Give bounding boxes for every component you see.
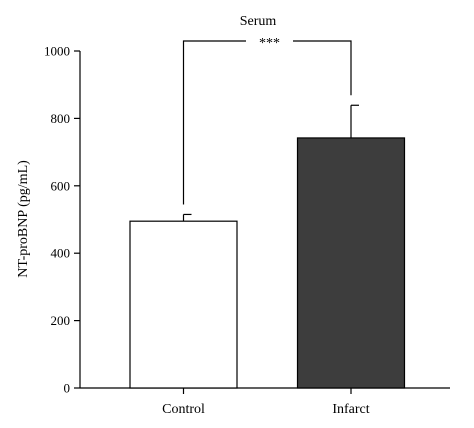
- y-tick-label: 400: [51, 246, 71, 261]
- y-tick-label: 600: [51, 178, 71, 193]
- x-tick-label: Infarct: [332, 402, 369, 417]
- y-axis-label: NT-proBNP (pg/mL): [16, 160, 31, 278]
- bar-infarct: [296, 137, 406, 389]
- bar-control: [129, 220, 238, 389]
- significance-label: ***: [259, 36, 280, 51]
- chart-title: Serum: [240, 14, 277, 29]
- y-tick-label: 1000: [44, 44, 70, 59]
- y-tick-label: 200: [51, 313, 71, 328]
- x-tick-label: Control: [162, 402, 205, 417]
- significance-bracket-left: [182, 40, 246, 205]
- y-tick-label: 800: [51, 111, 71, 126]
- significance-bracket-right: [293, 40, 352, 96]
- y-tick-label: 0: [64, 381, 71, 396]
- plot-area: 0 200 400 600 800 1000 Control Infarct ***: [44, 36, 450, 417]
